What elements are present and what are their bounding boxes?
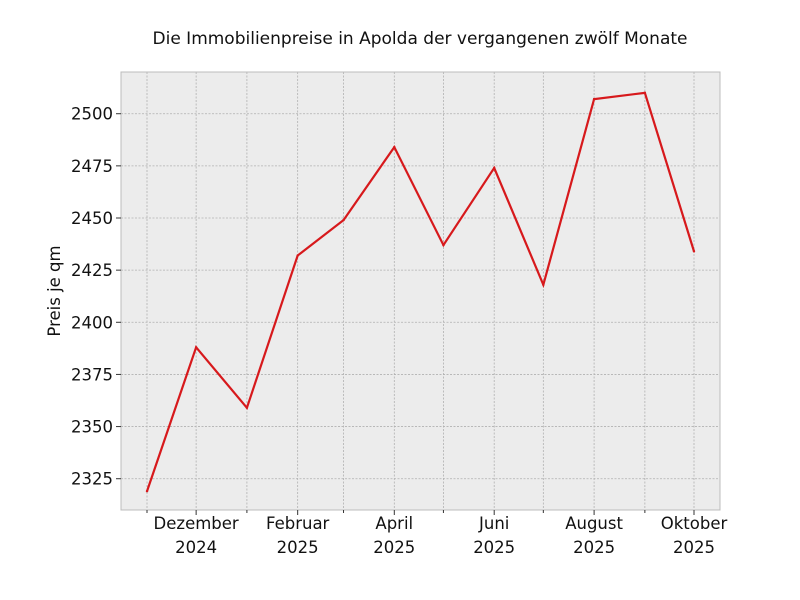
y-tick-label: 2325 xyxy=(71,470,113,489)
data-point xyxy=(245,406,249,409)
chart-title: Die Immobilienpreise in Apolda der verga… xyxy=(153,29,688,49)
x-tick-label: 2025 xyxy=(473,538,515,557)
data-point xyxy=(442,243,445,247)
data-point xyxy=(542,283,545,286)
y-tick-label: 2425 xyxy=(71,261,113,280)
x-axis-ticks: Dezember 2024 Februar 2025 April 2025 Juni 2025… xyxy=(146,510,728,557)
data-point xyxy=(492,166,496,170)
series-layer xyxy=(145,91,696,493)
data-point xyxy=(342,218,345,222)
x-tick-label: April xyxy=(375,514,413,533)
grid-lines xyxy=(121,72,720,510)
x-tick-label: 2025 xyxy=(373,538,415,557)
data-point xyxy=(194,346,198,349)
x-tick-label: 2025 xyxy=(277,538,319,557)
x-tick-label: 2025 xyxy=(673,538,715,557)
series-line xyxy=(145,91,696,492)
x-tick-label: Oktober xyxy=(661,514,728,533)
x-tick-label: Februar xyxy=(266,514,330,533)
data-point xyxy=(145,490,149,493)
y-tick-label: 2400 xyxy=(71,313,113,332)
plot-frame xyxy=(120,71,721,511)
data-point xyxy=(643,91,647,95)
data-point xyxy=(393,145,396,149)
y-tick-label: 2475 xyxy=(71,157,113,176)
data-point xyxy=(592,97,596,101)
y-tick-label: 2350 xyxy=(71,418,113,437)
x-tick-label: 2024 xyxy=(175,538,217,557)
x-tick-label: 2025 xyxy=(573,538,615,557)
y-tick-label: 2375 xyxy=(71,365,113,384)
data-point xyxy=(296,254,299,257)
plot-area xyxy=(121,72,720,510)
y-axis-label: Preis je qm xyxy=(45,245,64,336)
y-axis-ticks: 2325 2350 2375 2400 2425 2450 2475 2500 xyxy=(71,105,121,489)
x-tick-label: Dezember xyxy=(154,514,239,533)
x-tick-label: August xyxy=(565,514,623,533)
x-tick-label: Juni xyxy=(478,514,509,533)
y-tick-label: 2450 xyxy=(71,209,113,228)
data-point xyxy=(692,250,696,253)
y-tick-label: 2500 xyxy=(71,105,113,124)
